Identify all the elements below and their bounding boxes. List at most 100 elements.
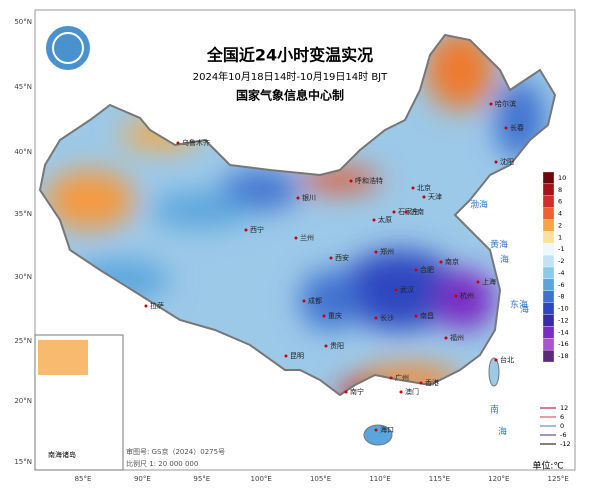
city-dot [439,260,443,264]
legend-swatch [542,243,555,256]
legend-swatch [542,171,555,185]
city-dot [374,316,378,320]
lon-label: 85°E [75,475,92,483]
city-label: 海口 [380,425,394,434]
city-dot [489,102,493,106]
city-dot [454,294,458,298]
subtitle: 2024年10月18日14时-10月19日14时 BJT [193,70,388,83]
legend-label: 10 [558,174,566,182]
city-dot [394,288,398,292]
city-dot [176,141,180,145]
lat-label: 50°N [14,18,32,26]
producer: 国家气象信息中心制 [236,88,344,103]
city-label: 南昌 [420,311,434,320]
city-label: 合肥 [420,265,434,274]
legend-label: -14 [558,328,569,336]
city-dot [322,314,326,318]
title: 全国近24小时变温实况 [206,46,373,65]
city-dot [374,428,378,432]
legend-label: -1 [558,245,564,253]
city-label: 澳门 [405,387,419,396]
city-label: 济南 [410,207,424,216]
legend-swatch [542,266,555,280]
lon-label: 100°E [251,475,272,483]
city-dot [329,256,333,260]
city-label: 重庆 [328,311,342,320]
city-label: 福州 [450,333,464,342]
lon-label: 115°E [429,475,450,483]
city-label: 长沙 [380,313,394,322]
contour-label: 6 [560,413,564,421]
city-label: 沈阳 [500,157,514,166]
city-label: 西宁 [250,225,264,234]
sea-label: 渤海 [470,199,488,211]
lat-label: 45°N [14,83,32,91]
city-label: 成都 [308,296,322,305]
lon-label: 90°E [134,475,151,483]
lat-label: 30°N [14,273,32,281]
legend-swatch [542,231,555,244]
legend-label: 4 [558,210,562,218]
city-label: 银川 [302,193,316,202]
city-label: 太原 [378,215,392,224]
city-dot [404,210,408,214]
city-label: 南京 [445,257,459,266]
city-dot [494,358,498,362]
city-dot [324,344,328,348]
city-dot [244,228,248,232]
lat-label: 15°N [14,458,32,466]
city-dot [296,196,300,200]
legend-swatch [542,183,555,196]
legend-label: -8 [558,293,564,301]
lat-label: 25°N [14,337,32,345]
legend-label: 2 [558,221,562,229]
legend-label: -10 [558,305,569,313]
city-dot [344,390,348,394]
contour-label: -12 [560,440,571,448]
legend-swatch [542,302,555,315]
lon-label: 110°E [369,475,390,483]
sea-label: 海 [500,254,509,266]
legend-swatch [542,278,555,291]
city-dot [444,336,448,340]
legend-label: -18 [558,352,569,360]
city-dot [284,354,288,358]
city-label: 南宁 [350,387,364,396]
city-dot [302,299,306,303]
legend-swatch [542,314,555,327]
city-label: 长春 [510,123,524,132]
contour-label: 0 [560,422,564,430]
legend-label: -12 [558,316,569,324]
city-dot [349,179,353,183]
contour-label: -6 [560,431,566,439]
legend-label: -4 [558,269,564,277]
legend-swatch [542,338,555,351]
lon-label: 95°E [193,475,210,483]
city-dot [476,280,480,284]
city-dot [399,390,403,394]
review-number: 审图号: GS京（2024）0275号 [126,447,225,456]
lat-label: 40°N [14,148,32,156]
city-dot [504,126,508,130]
city-label: 香港 [425,378,439,387]
legend-swatch [542,207,555,220]
city-label: 广州 [395,373,409,382]
contour-label: 12 [560,404,568,412]
city-dot [144,304,148,308]
city-label: 天津 [428,193,442,201]
city-label: 昆明 [290,352,304,360]
inset-label: 南海诸岛 [48,450,76,459]
scale: 比例尺 1: 20 000 000 [126,459,198,468]
unit: 单位:℃ [532,460,563,472]
city-label: 呼和浩特 [355,176,383,185]
city-label: 石家庄 [398,207,419,216]
lat-label: 20°N [14,397,32,405]
city-dot [389,376,393,380]
legend-label: 6 [558,198,562,206]
city-dot [414,314,418,318]
city-label: 北京 [417,183,431,192]
sea-label: 海 [520,304,529,316]
city-dot [422,195,426,199]
city-label: 乌鲁木齐 [182,138,210,147]
